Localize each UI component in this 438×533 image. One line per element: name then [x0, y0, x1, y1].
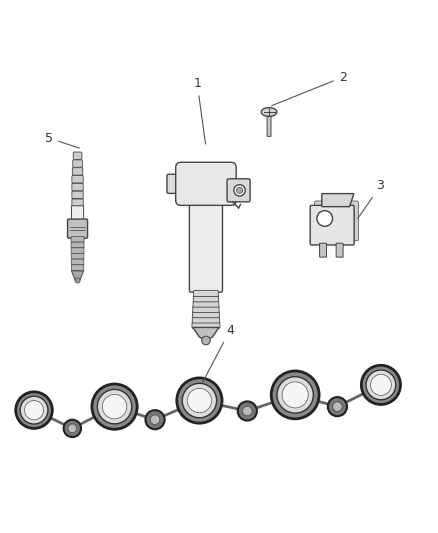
Circle shape [25, 400, 44, 419]
FancyBboxPatch shape [189, 198, 223, 292]
FancyBboxPatch shape [72, 183, 83, 191]
Text: 1: 1 [193, 77, 205, 144]
Circle shape [234, 184, 245, 196]
Text: 3: 3 [358, 180, 385, 219]
Circle shape [97, 390, 132, 424]
Circle shape [366, 370, 396, 400]
Circle shape [243, 406, 252, 416]
FancyBboxPatch shape [336, 243, 343, 257]
Text: 4: 4 [201, 324, 234, 386]
Circle shape [92, 384, 137, 429]
Circle shape [177, 378, 222, 423]
Circle shape [371, 375, 391, 395]
Text: 5: 5 [45, 132, 79, 148]
FancyBboxPatch shape [72, 199, 83, 206]
FancyBboxPatch shape [71, 206, 84, 223]
FancyBboxPatch shape [72, 175, 83, 183]
Circle shape [317, 211, 332, 227]
FancyBboxPatch shape [193, 296, 219, 302]
FancyBboxPatch shape [310, 205, 354, 245]
FancyBboxPatch shape [314, 201, 358, 240]
FancyBboxPatch shape [73, 160, 82, 167]
Circle shape [145, 410, 165, 429]
Polygon shape [71, 271, 84, 279]
Circle shape [238, 401, 257, 421]
FancyBboxPatch shape [193, 311, 219, 318]
Circle shape [237, 187, 243, 193]
Text: 2: 2 [272, 71, 346, 106]
FancyBboxPatch shape [73, 152, 82, 159]
FancyBboxPatch shape [192, 317, 219, 323]
Circle shape [150, 415, 160, 424]
Circle shape [182, 383, 217, 418]
Circle shape [75, 278, 80, 283]
Ellipse shape [261, 108, 277, 116]
Circle shape [328, 397, 347, 416]
FancyBboxPatch shape [176, 162, 236, 205]
FancyBboxPatch shape [71, 254, 84, 259]
FancyBboxPatch shape [227, 179, 250, 202]
Circle shape [16, 392, 52, 429]
FancyBboxPatch shape [194, 290, 218, 296]
Circle shape [332, 402, 342, 411]
Circle shape [187, 389, 212, 413]
FancyBboxPatch shape [193, 306, 219, 312]
Circle shape [20, 396, 48, 424]
FancyBboxPatch shape [71, 259, 84, 265]
FancyBboxPatch shape [72, 207, 83, 214]
Circle shape [102, 394, 127, 419]
FancyBboxPatch shape [267, 111, 271, 136]
FancyBboxPatch shape [67, 219, 88, 238]
FancyBboxPatch shape [72, 168, 83, 175]
Polygon shape [193, 327, 219, 341]
FancyBboxPatch shape [71, 242, 84, 248]
FancyBboxPatch shape [71, 248, 84, 254]
Circle shape [277, 377, 313, 413]
FancyBboxPatch shape [167, 174, 184, 193]
Polygon shape [322, 193, 354, 207]
Circle shape [201, 336, 210, 345]
FancyBboxPatch shape [71, 237, 84, 242]
Circle shape [64, 419, 81, 437]
Circle shape [282, 382, 308, 408]
FancyBboxPatch shape [192, 322, 220, 328]
Circle shape [271, 371, 319, 419]
FancyBboxPatch shape [72, 191, 83, 199]
FancyBboxPatch shape [193, 301, 219, 307]
Circle shape [68, 424, 77, 433]
FancyBboxPatch shape [71, 265, 84, 270]
FancyBboxPatch shape [320, 243, 327, 257]
Circle shape [361, 365, 400, 405]
